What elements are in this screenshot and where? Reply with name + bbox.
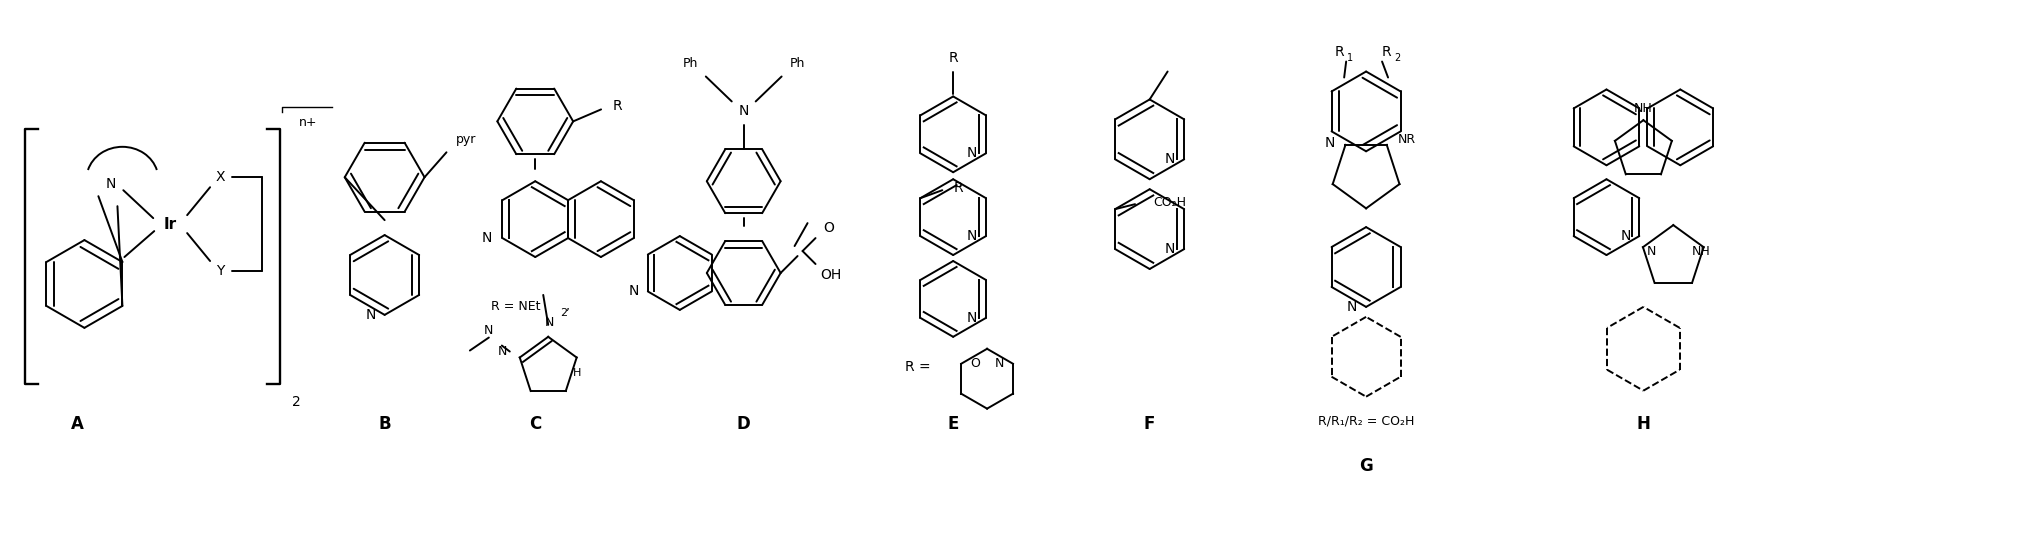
Text: N: N [628, 285, 640, 299]
Text: 2: 2 [1394, 52, 1400, 63]
Text: B: B [379, 414, 391, 433]
Text: A: A [71, 414, 84, 433]
Text: O: O [970, 357, 980, 370]
Text: N: N [738, 105, 748, 119]
Text: Ph: Ph [683, 57, 699, 70]
Text: 2: 2 [560, 308, 567, 318]
Text: C: C [530, 414, 542, 433]
Text: G: G [1359, 458, 1374, 475]
Text: R: R [954, 181, 964, 195]
Text: R/R₁/R₂ = CO₂H: R/R₁/R₂ = CO₂H [1319, 414, 1414, 427]
Text: N: N [995, 357, 1005, 370]
Text: N: N [365, 308, 375, 322]
Text: CO₂H: CO₂H [1154, 196, 1186, 209]
Text: E: E [948, 414, 958, 433]
Text: R = NEt: R = NEt [491, 300, 540, 313]
Text: R =: R = [905, 360, 931, 374]
Text: OH: OH [819, 268, 842, 282]
Text: O: O [823, 221, 834, 235]
Text: D: D [738, 414, 750, 433]
Text: ,: , [567, 300, 571, 313]
Text: Ir: Ir [163, 217, 177, 232]
Text: H: H [573, 369, 581, 378]
Text: 1: 1 [1347, 52, 1353, 63]
Text: N: N [966, 311, 976, 325]
Text: R: R [611, 99, 622, 113]
Text: H: H [1637, 414, 1651, 433]
Text: R: R [948, 51, 958, 65]
Text: N: N [966, 146, 976, 160]
Text: NH: NH [1692, 245, 1710, 258]
Text: Y: Y [216, 264, 224, 278]
Text: 2: 2 [293, 395, 302, 409]
Text: N: N [1166, 153, 1176, 167]
Text: R: R [1382, 45, 1390, 59]
Text: N: N [497, 345, 507, 358]
Text: R: R [1335, 45, 1343, 59]
Text: F: F [1143, 414, 1156, 433]
Text: N: N [481, 231, 491, 245]
Text: Ph: Ph [791, 57, 805, 70]
Text: X: X [216, 170, 224, 184]
Text: N: N [544, 316, 554, 329]
Text: N: N [1166, 242, 1176, 256]
Text: N: N [1620, 229, 1630, 243]
Text: N: N [966, 229, 976, 243]
Text: N: N [106, 177, 116, 191]
Text: NR: NR [1398, 133, 1416, 147]
Text: NH: NH [1634, 102, 1653, 115]
Text: n+: n+ [300, 116, 318, 129]
Text: N: N [1347, 300, 1357, 314]
Text: N: N [1647, 245, 1657, 258]
Text: N: N [485, 324, 493, 337]
Text: N: N [1325, 136, 1335, 150]
Text: pyr: pyr [457, 133, 477, 146]
